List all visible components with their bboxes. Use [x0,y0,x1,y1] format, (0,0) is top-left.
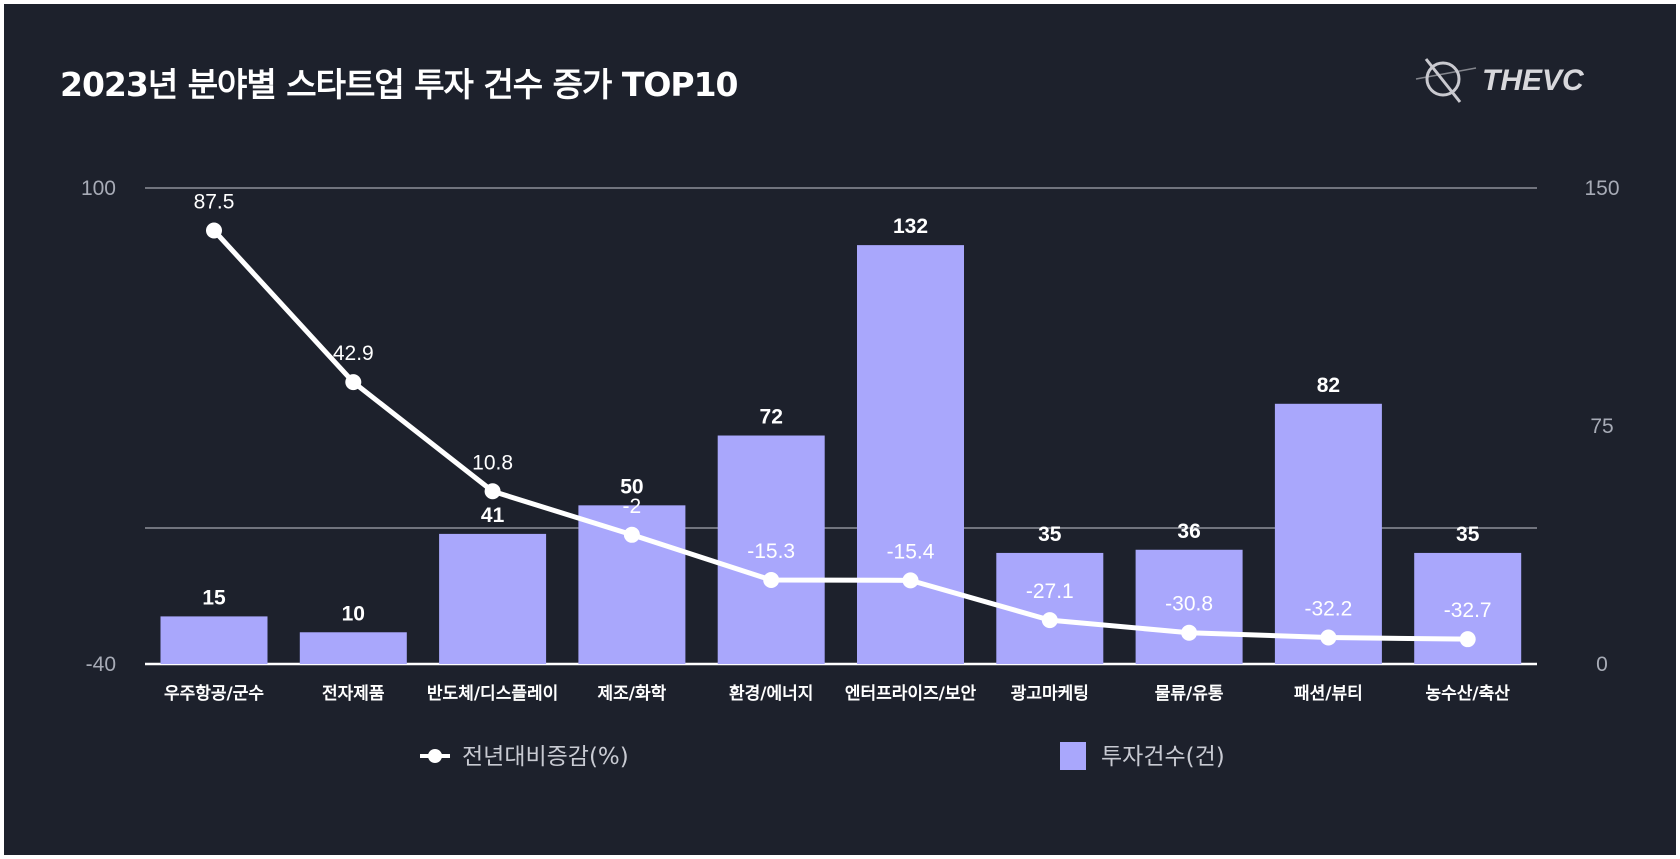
line-point [484,483,501,500]
bar [439,533,547,664]
chart-container: 2023년 분야별 스타트업 투자 건수 증가 TOP10 THEVC 100-… [4,4,1676,855]
bar [160,616,268,664]
category-label: 환경/에너지 [729,684,813,704]
bar [1135,549,1243,664]
bar-value-label: 10 [342,602,365,625]
line-point [623,526,640,543]
line-value-label: -2 [623,495,642,518]
brand-logo: THEVC [1415,58,1585,103]
left-tick-label: -40 [86,653,116,676]
category-label: 엔터프라이즈/보안 [845,684,977,704]
right-tick-label: 75 [1590,415,1613,438]
bar-value-label: 36 [1177,520,1200,543]
line-value-label: -27.1 [1026,580,1074,603]
category-label: 우주항공/군수 [164,683,264,704]
line-point [1181,624,1198,641]
bar-value-label: 82 [1317,374,1340,397]
line-value-label: -15.4 [887,540,935,563]
bar-value-label: 41 [481,504,505,527]
line-point [1041,612,1058,629]
bar [857,245,964,664]
category-label: 전자제품 [322,684,385,704]
line-value-label: 42.9 [333,342,374,365]
category-label: 광고마케팅 [1011,684,1089,704]
right-tick-label: 0 [1596,653,1608,676]
line-value-label: -15.3 [747,540,795,563]
legend-dot-icon [428,749,442,763]
bar-value-label: 15 [202,586,226,609]
line-point [902,572,919,589]
line-value-label: -32.7 [1444,599,1492,622]
bar [299,632,407,664]
legend-bar-label: 투자건수(건) [1101,744,1225,770]
line-series [212,228,1468,642]
line-value-label: 87.5 [194,191,235,214]
svg-text:THEVC: THEVC [1482,64,1585,97]
line-point [1320,629,1337,646]
line-point [1459,631,1476,648]
category-label: 제조/화학 [598,684,667,704]
legend: 전년대비증감(%) 투자건수(건) [420,742,1225,770]
bar [717,435,825,664]
left-tick-label: 100 [81,177,116,200]
bar-value-label: 132 [893,215,928,238]
category-label: 반도체/디스플레이 [427,684,558,704]
category-label: 농수산/축산 [1425,684,1510,704]
bar-value-label: 35 [1038,523,1062,546]
legend-bar-swatch-icon [1060,742,1086,770]
line-value-label: 10.8 [472,451,513,474]
chart-svg: 2023년 분야별 스타트업 투자 건수 증가 TOP10 THEVC 100-… [60,58,1620,770]
bar-value-label: 35 [1456,523,1480,546]
category-label: 물류/유통 [1155,684,1224,704]
orbit-logo-icon [1415,58,1477,103]
bar-value-label: 72 [760,406,783,429]
right-tick-label: 150 [1584,177,1619,200]
line-point [345,374,362,391]
line-value-label: -32.2 [1304,597,1352,620]
line-value-label: -30.8 [1165,593,1213,616]
chart-title: 2023년 분야별 스타트업 투자 건수 증가 TOP10 [60,65,738,104]
bar-value-label: 50 [620,475,643,498]
line-point [206,222,222,239]
line-point [763,572,780,589]
legend-line-label: 전년대비증감(%) [462,744,629,770]
category-label: 패션/뷰티 [1294,684,1363,704]
bar [1274,403,1382,664]
